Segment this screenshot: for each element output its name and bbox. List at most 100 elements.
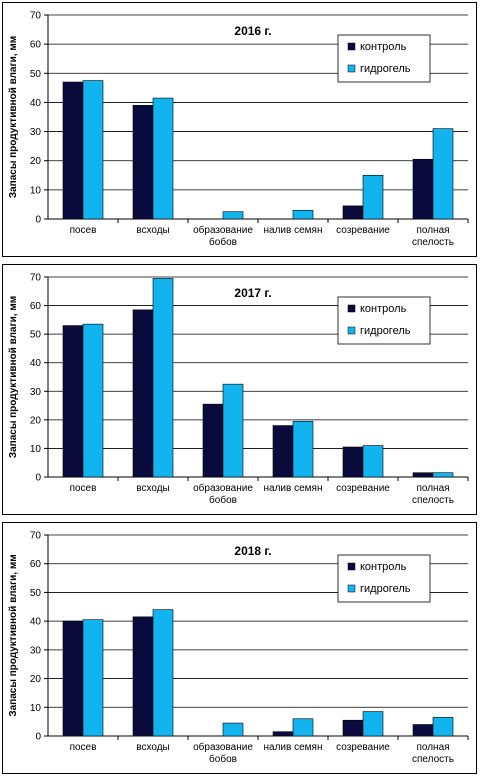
y-tick-label: 50 bbox=[30, 69, 42, 80]
y-tick-label: 0 bbox=[35, 732, 41, 743]
x-tick-label: полная bbox=[416, 742, 449, 753]
y-tick-label: 20 bbox=[30, 674, 42, 685]
y-tick-label: 20 bbox=[30, 156, 42, 167]
x-tick-label: образование bbox=[193, 482, 253, 494]
x-tick-label: налив семян bbox=[264, 742, 323, 753]
x-tick-label: созревание bbox=[336, 742, 390, 753]
chart-title: 2016 г. bbox=[234, 24, 271, 38]
bar-control bbox=[412, 724, 434, 737]
legend-label: контроль bbox=[360, 303, 407, 315]
bar-hydrogel bbox=[222, 211, 244, 220]
bar-hydrogel bbox=[222, 383, 244, 478]
y-tick-label: 30 bbox=[30, 645, 42, 656]
y-tick-label: 60 bbox=[30, 40, 42, 51]
y-tick-label: 70 bbox=[30, 11, 42, 22]
chart-title: 2018 г. bbox=[234, 544, 271, 558]
y-tick-label: 0 bbox=[35, 215, 41, 226]
bar-hydrogel bbox=[82, 619, 104, 737]
legend-label: гидрогель bbox=[360, 325, 411, 337]
y-tick-label: 30 bbox=[30, 387, 42, 398]
y-tick-label: 40 bbox=[30, 617, 42, 628]
bar-hydrogel bbox=[292, 209, 314, 220]
y-axis-label: Запасы продуктивной влаги, мм bbox=[8, 36, 19, 198]
legend-swatch bbox=[347, 584, 356, 593]
legend-label: контроль bbox=[360, 41, 407, 53]
legend-swatch bbox=[347, 64, 356, 73]
bar-hydrogel bbox=[222, 722, 244, 737]
y-tick-label: 40 bbox=[30, 98, 42, 109]
y-tick-label: 50 bbox=[30, 588, 42, 599]
bar-control bbox=[272, 425, 294, 478]
x-tick-label: бобов bbox=[209, 236, 237, 248]
x-tick-label: спелость bbox=[412, 495, 454, 506]
bar-hydrogel bbox=[152, 609, 174, 737]
legend-label: гидрогель bbox=[360, 583, 411, 595]
x-tick-label: всходы bbox=[136, 742, 169, 753]
bar-hydrogel bbox=[432, 717, 454, 737]
x-tick-label: спелость bbox=[412, 237, 454, 248]
bar-control bbox=[62, 81, 84, 220]
bar-hydrogel bbox=[292, 718, 314, 737]
x-tick-label: бобов bbox=[209, 753, 237, 765]
chart-2016: Запасы продуктивной влаги, мм 0 10 20 30 40 50… bbox=[8, 11, 469, 248]
bar-hydrogel bbox=[292, 420, 314, 478]
y-tick-label: 40 bbox=[30, 358, 42, 369]
y-tick-label: 10 bbox=[30, 444, 42, 455]
bar-control bbox=[202, 403, 224, 478]
chart-2018: Запасы продуктивной влаги, мм 0 10 20 30 40 50… bbox=[8, 531, 469, 765]
x-tick-label: всходы bbox=[136, 225, 169, 236]
y-axis-label: Запасы продуктивной влаги, мм bbox=[8, 296, 19, 458]
y-tick-label: 20 bbox=[30, 415, 42, 426]
bar-control bbox=[412, 158, 434, 220]
x-tick-label: налив семян bbox=[264, 483, 323, 494]
bar-hydrogel bbox=[82, 323, 104, 478]
chart-panel-2018: Запасы продуктивной влаги, мм 0 10 20 30 40 50… bbox=[2, 522, 477, 774]
bar-hydrogel bbox=[362, 174, 384, 220]
y-tick-label: 10 bbox=[30, 703, 42, 714]
y-axis-label: Запасы продуктивной влаги, мм bbox=[8, 554, 19, 716]
y-tick-label: 60 bbox=[30, 301, 42, 312]
bar-control bbox=[132, 616, 154, 737]
bar-control bbox=[342, 446, 364, 478]
chart-2017: Запасы продуктивной влаги, мм 0 10 20 30 40 50… bbox=[8, 273, 469, 506]
x-tick-label: бобов bbox=[209, 494, 237, 506]
y-tick-label: 50 bbox=[30, 330, 42, 341]
x-tick-label: полная bbox=[416, 483, 449, 494]
legend-label: гидрогель bbox=[360, 63, 411, 75]
x-tick-label: посев bbox=[70, 225, 97, 236]
bar-hydrogel bbox=[432, 128, 454, 220]
legend-swatch bbox=[347, 326, 356, 335]
chart-panel-2017: Запасы продуктивной влаги, мм 0 10 20 30 40 50… bbox=[2, 264, 477, 515]
bar-control bbox=[342, 205, 364, 220]
bar-control bbox=[62, 325, 84, 478]
chart-panel-2016: Запасы продуктивной влаги, мм 0 10 20 30 40 50… bbox=[2, 2, 477, 257]
bar-hydrogel bbox=[362, 445, 384, 478]
bar-hydrogel bbox=[82, 80, 104, 220]
x-tick-label: созревание bbox=[336, 225, 390, 236]
x-tick-label: образование bbox=[193, 224, 253, 236]
x-tick-label: образование bbox=[193, 741, 253, 753]
bar-control bbox=[132, 309, 154, 478]
bar-control bbox=[62, 620, 84, 737]
y-tick-label: 70 bbox=[30, 273, 42, 284]
legend-swatch bbox=[347, 304, 356, 313]
y-tick-label: 0 bbox=[35, 473, 41, 484]
x-tick-label: спелость bbox=[412, 754, 454, 765]
bar-control bbox=[342, 719, 364, 737]
x-tick-label: посев bbox=[70, 483, 97, 494]
legend-swatch bbox=[347, 562, 356, 571]
y-tick-label: 60 bbox=[30, 559, 42, 570]
bar-hydrogel bbox=[152, 97, 174, 220]
y-tick-label: 70 bbox=[30, 531, 42, 542]
legend-swatch bbox=[347, 42, 356, 51]
bar-hydrogel bbox=[362, 711, 384, 737]
y-tick-label: 10 bbox=[30, 185, 42, 196]
bar-control bbox=[132, 105, 154, 220]
x-tick-label: созревание bbox=[336, 483, 390, 494]
bar-hydrogel bbox=[152, 278, 174, 478]
bar-control bbox=[412, 472, 434, 478]
x-tick-label: полная bbox=[416, 225, 449, 236]
x-tick-label: всходы bbox=[136, 483, 169, 494]
chart-title: 2017 г. bbox=[234, 286, 271, 300]
x-tick-label: налив семян bbox=[264, 225, 323, 236]
